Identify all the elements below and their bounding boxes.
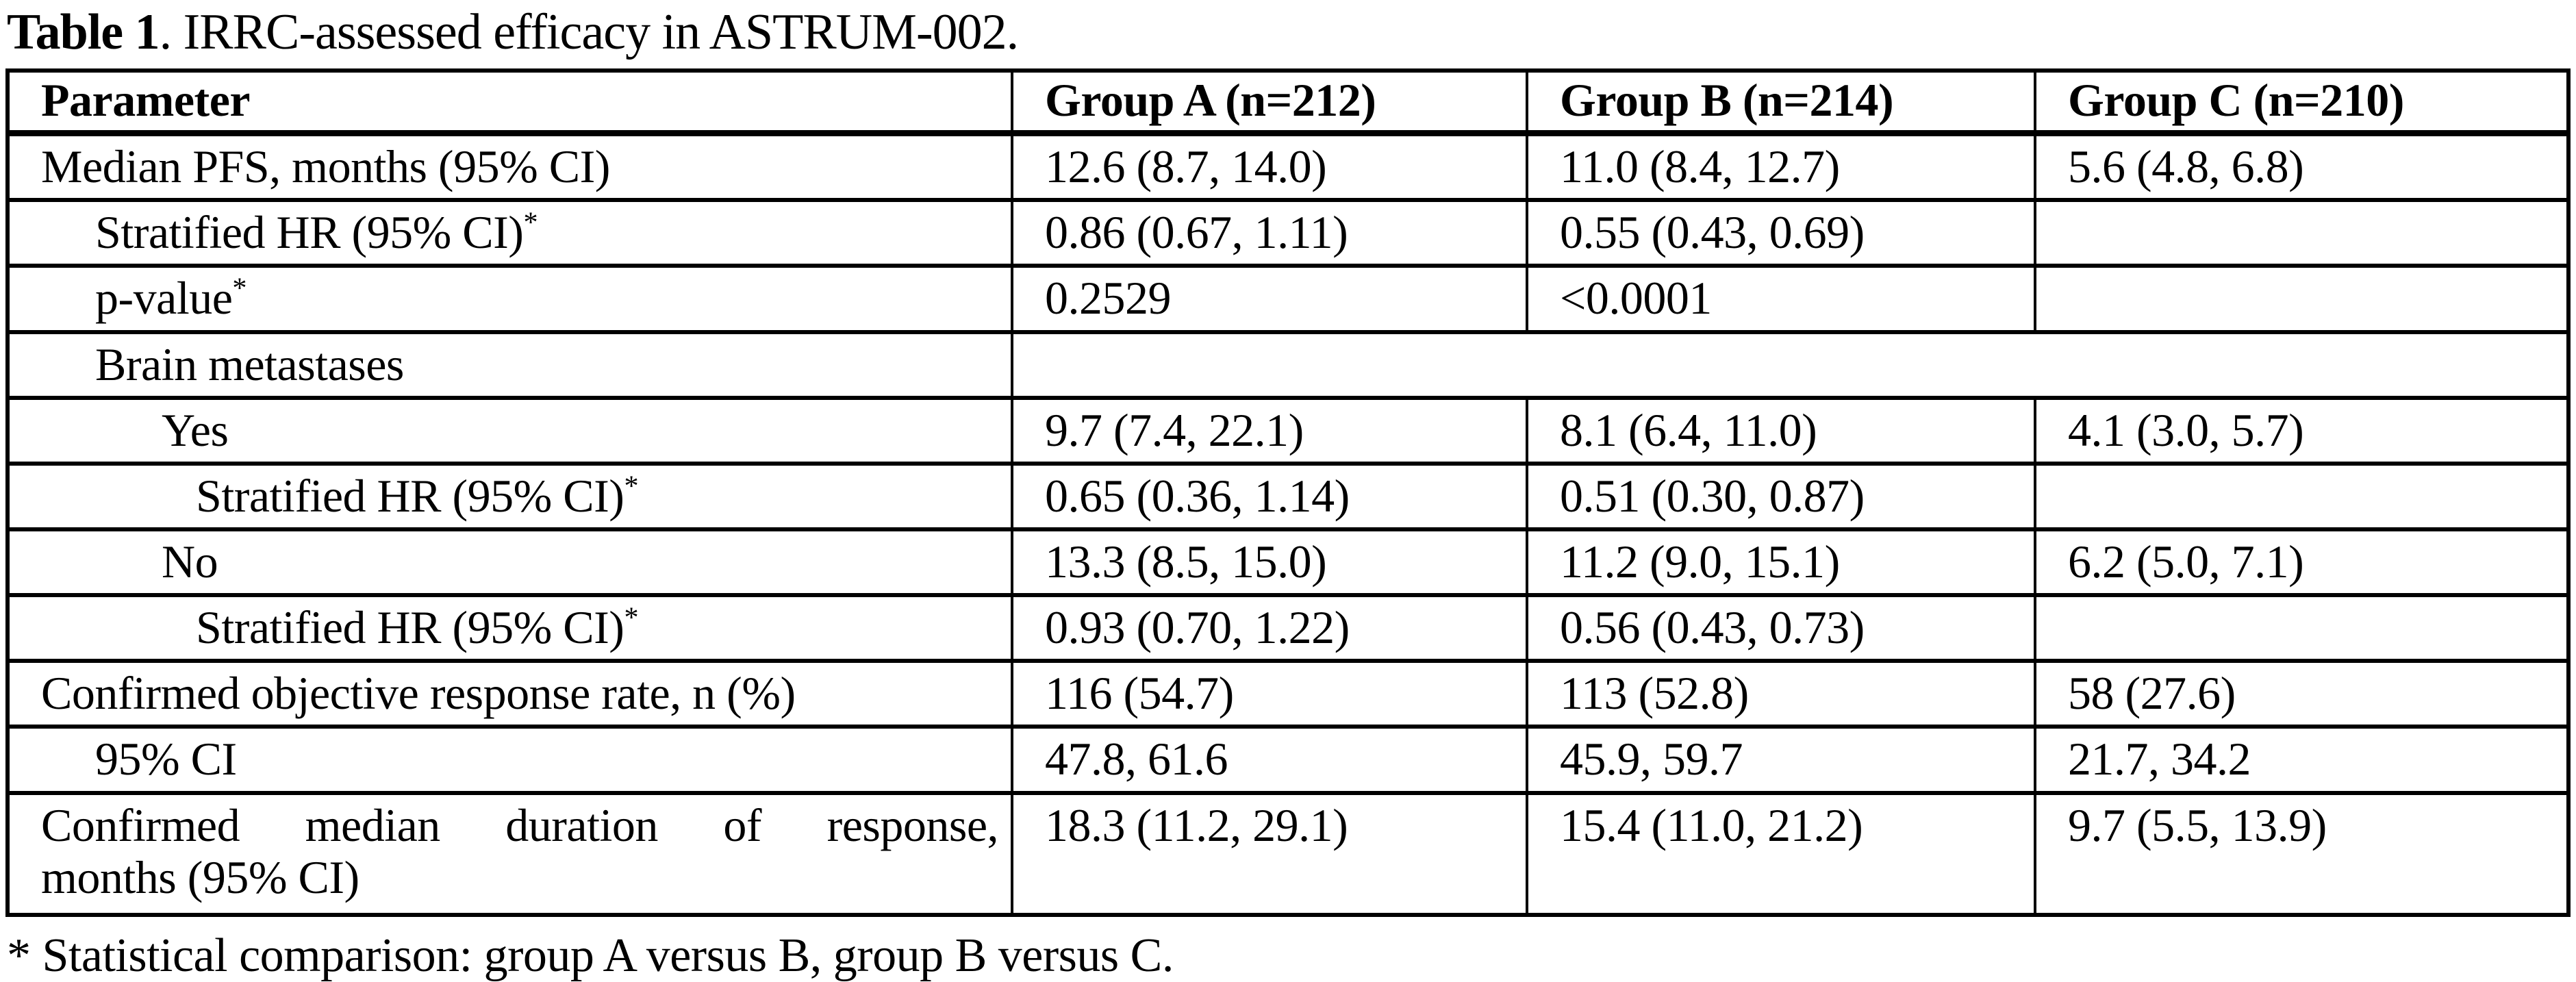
value-cell-group-b: 0.56 (0.43, 0.73) [1526, 593, 2036, 664]
column-header-parameter: Parameter [6, 68, 1013, 137]
table-row-stratified-hr: Stratified HR (95% CI)* 0.86 (0.67, 1.11… [6, 198, 2570, 268]
value-cell-group-b: 0.51 (0.30, 0.87) [1526, 461, 2036, 532]
value-cell-group-b: 15.4 (11.0, 21.2) [1526, 790, 2036, 917]
value-cell-merged [1011, 329, 2570, 400]
value-cell-group-a: 0.65 (0.36, 1.14) [1011, 461, 1528, 532]
value-cell-group-a: 18.3 (11.2, 29.1) [1011, 790, 1528, 917]
value-cell-group-a: 9.7 (7.4, 22.1) [1011, 395, 1528, 466]
value-cell-group-a: 13.3 (8.5, 15.0) [1011, 527, 1528, 598]
param-cell: Confirmed objective response rate, n (%) [6, 659, 1013, 729]
param-label: Stratified HR (95% CI) [196, 469, 624, 522]
table-row-stratified-hr-no: Stratified HR (95% CI)* 0.93 (0.70, 1.22… [6, 593, 2570, 664]
value-cell-group-c: 9.7 (5.5, 13.9) [2034, 790, 2570, 917]
value-cell-group-a: 0.86 (0.67, 1.11) [1011, 198, 1528, 268]
page-title: Table 1. IRRC-assessed efficacy in ASTRU… [7, 5, 2576, 60]
param-cell: Yes [6, 395, 1013, 466]
value-cell-group-a: 0.93 (0.70, 1.22) [1011, 593, 1528, 664]
table-row-stratified-hr-yes: Stratified HR (95% CI)* 0.65 (0.36, 1.14… [6, 461, 2570, 532]
param-cell: Stratified HR (95% CI)* [6, 198, 1013, 268]
value-cell-group-c: 4.1 (3.0, 5.7) [2034, 395, 2570, 466]
table-row-brain-metastases: Brain metastases [6, 329, 2570, 400]
value-cell-group-c [2034, 461, 2570, 532]
value-cell-group-a: 116 (54.7) [1011, 659, 1528, 729]
value-cell-group-b: 113 (52.8) [1526, 659, 2036, 729]
table-row-median-pfs: Median PFS, months (95% CI) 12.6 (8.7, 1… [6, 131, 2570, 203]
param-cell: 95% CI [6, 725, 1013, 795]
param-label: Stratified HR (95% CI) [196, 601, 624, 654]
column-header-group-a: Group A (n=212) [1011, 68, 1528, 137]
column-header-group-c: Group C (n=210) [2034, 68, 2570, 137]
param-cell: Brain metastases [6, 329, 1013, 400]
value-cell-group-c [2034, 264, 2570, 334]
value-cell-group-c: 21.7, 34.2 [2034, 725, 2570, 795]
footnote-marker: * [624, 601, 639, 634]
param-label: p-value [95, 272, 233, 325]
param-cell: No [6, 527, 1013, 598]
table-row-orr-ci: 95% CI 47.8, 61.6 45.9, 59.7 21.7, 34.2 [6, 725, 2570, 795]
efficacy-table: Parameter Group A (n=212) Group B (n=214… [5, 68, 2571, 917]
param-cell: Confirmed median duration of response, mo… [6, 790, 1013, 917]
value-cell-group-b: 0.55 (0.43, 0.69) [1526, 198, 2036, 268]
param-label-line1: Confirmed median duration of response, [41, 798, 999, 851]
table-row-duration-of-response: Confirmed median duration of response, mo… [6, 790, 2570, 917]
table-caption: . IRRC-assessed efficacy in ASTRUM-002. [159, 4, 1019, 60]
column-header-group-b: Group B (n=214) [1526, 68, 2036, 137]
value-cell-group-a: 12.6 (8.7, 14.0) [1011, 131, 1528, 203]
value-cell-group-b: 11.0 (8.4, 12.7) [1526, 131, 2036, 203]
value-cell-group-b: <0.0001 [1526, 264, 2036, 334]
param-cell: Median PFS, months (95% CI) [6, 131, 1013, 203]
table-row-brain-mets-yes: Yes 9.7 (7.4, 22.1) 8.1 (6.4, 11.0) 4.1 … [6, 395, 2570, 466]
value-cell-group-a: 47.8, 61.6 [1011, 725, 1528, 795]
table-number-label: Table 1 [7, 4, 160, 60]
param-cell: Stratified HR (95% CI)* [6, 593, 1013, 664]
value-cell-group-b: 8.1 (6.4, 11.0) [1526, 395, 2036, 466]
value-cell-group-c: 6.2 (5.0, 7.1) [2034, 527, 2570, 598]
table-row-brain-mets-no: No 13.3 (8.5, 15.0) 11.2 (9.0, 15.1) 6.2… [6, 527, 2570, 598]
param-label: Stratified HR (95% CI) [95, 206, 524, 259]
param-cell: Stratified HR (95% CI)* [6, 461, 1013, 532]
param-label-line2: months (95% CI) [41, 851, 359, 903]
footnote-marker: * [232, 272, 247, 305]
table-row-p-value: p-value* 0.2529 <0.0001 [6, 264, 2570, 334]
value-cell-group-c: 5.6 (4.8, 6.8) [2034, 131, 2570, 203]
value-cell-group-c [2034, 593, 2570, 664]
table-row-orr: Confirmed objective response rate, n (%)… [6, 659, 2570, 729]
param-cell: p-value* [6, 264, 1013, 334]
value-cell-group-c [2034, 198, 2570, 268]
footnote-marker: * [624, 470, 639, 503]
value-cell-group-b: 11.2 (9.0, 15.1) [1526, 527, 2036, 598]
footnote-marker: * [523, 206, 538, 239]
value-cell-group-b: 45.9, 59.7 [1526, 725, 2036, 795]
footnote: * Statistical comparison: group A versus… [7, 929, 1174, 982]
value-cell-group-c: 58 (27.6) [2034, 659, 2570, 729]
header-row: Parameter Group A (n=212) Group B (n=214… [6, 68, 2570, 137]
value-cell-group-a: 0.2529 [1011, 264, 1528, 334]
